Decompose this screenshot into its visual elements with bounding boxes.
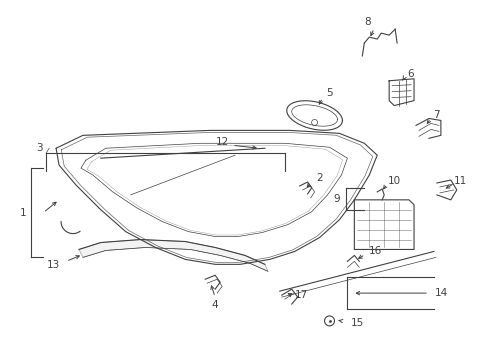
Text: 10: 10 [387, 176, 400, 186]
Text: 13: 13 [46, 260, 60, 270]
Text: 15: 15 [350, 318, 363, 328]
Text: 11: 11 [453, 176, 467, 186]
Text: 4: 4 [211, 300, 218, 310]
Text: 6: 6 [407, 69, 413, 79]
Text: 1: 1 [20, 208, 26, 218]
Text: 7: 7 [433, 109, 439, 120]
Text: 17: 17 [294, 290, 307, 300]
Text: 2: 2 [316, 173, 322, 183]
Text: 3: 3 [36, 143, 42, 153]
Polygon shape [79, 239, 267, 271]
Text: 14: 14 [434, 288, 447, 298]
Text: 16: 16 [368, 247, 381, 256]
Text: 12: 12 [215, 137, 228, 147]
Text: 9: 9 [332, 194, 339, 204]
Text: 5: 5 [325, 88, 332, 98]
Text: 8: 8 [363, 17, 370, 27]
